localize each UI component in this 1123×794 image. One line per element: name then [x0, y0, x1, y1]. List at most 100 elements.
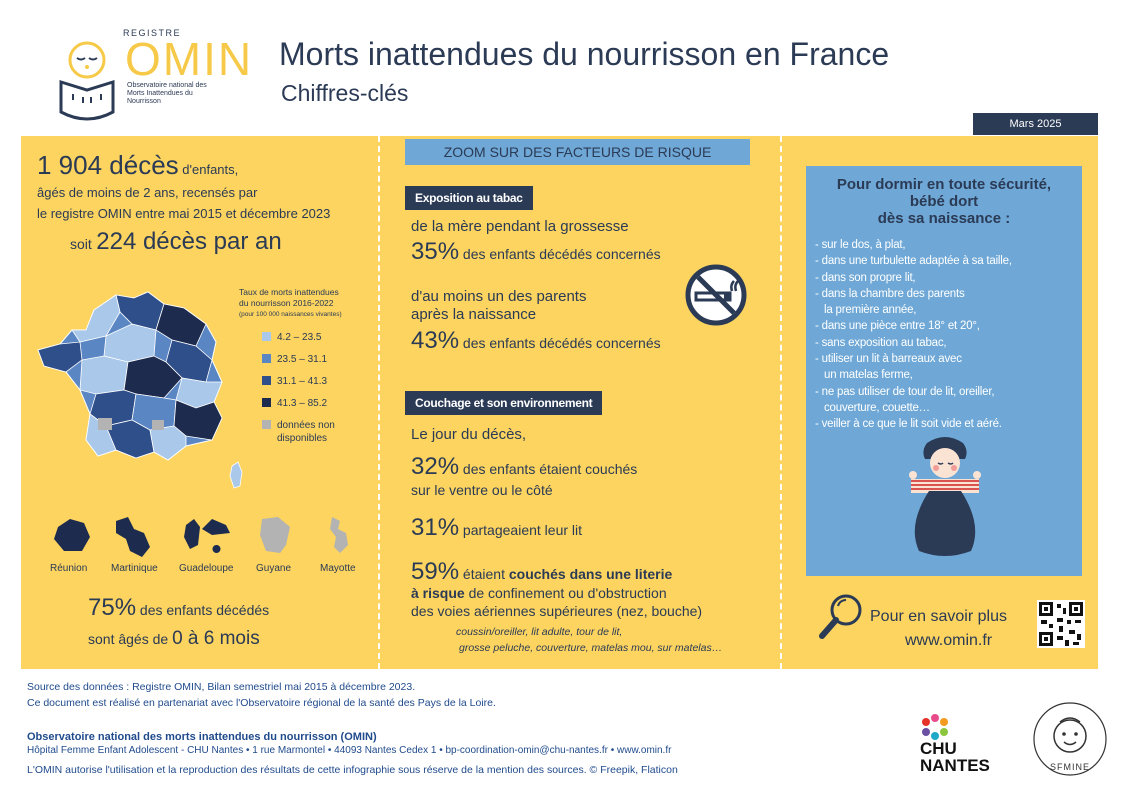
- mayotte-map: [330, 517, 348, 553]
- date-badge: Mars 2025: [973, 113, 1098, 135]
- logo-subtitle: Observatoire national des Morts Inattend…: [127, 82, 207, 105]
- safe-title-line2: bébé dort: [909, 193, 979, 210]
- dom-label-guadeloupe: Guadeloupe: [179, 563, 234, 574]
- tobacco-text2: des enfants décédés concernés: [459, 335, 661, 351]
- list-item: - sans exposition au tabac,: [815, 336, 947, 349]
- legend-swatch: [262, 332, 271, 341]
- list-item: - dans une pièce entre 18° et 20°,: [815, 320, 980, 333]
- legend-item: données non disponibles: [262, 419, 350, 445]
- zoom-title: ZOOM SUR DES FACTEURS DE RISQUE: [405, 139, 750, 165]
- page-title: Morts inattendues du nourrisson en Franc…: [279, 36, 890, 72]
- dom-label-guyane: Guyane: [256, 563, 292, 574]
- sleep-pct3: 59%: [411, 558, 460, 585]
- tobacco-line2b: après la naissance: [411, 306, 537, 323]
- guadeloupe-map: [184, 519, 230, 553]
- legend-title: Taux de morts inattendues du nourrisson …: [239, 287, 342, 320]
- day-text: Le jour du décès,: [411, 426, 527, 443]
- org-name: Observatoire national des morts inattend…: [27, 731, 377, 743]
- no-smoking-icon: [685, 264, 747, 326]
- legend-title-line1: Taux de morts inattendues: [239, 287, 339, 297]
- reunion-map: [54, 519, 90, 551]
- tobacco-text1: des enfants décédés concernés: [459, 246, 661, 262]
- risk-examples: coussin/oreiller, lit adulte, tour de li…: [456, 624, 722, 656]
- per-year: soit 224 décès par an: [70, 228, 282, 256]
- omin-link[interactable]: www.omin.fr: [905, 632, 993, 649]
- guyane-map: [260, 517, 290, 553]
- age-stat-text: des enfants décédés: [136, 602, 270, 618]
- risk-examples-line1: coussin/oreiller, lit adulte, tour de li…: [456, 626, 623, 638]
- risk-examples-line2: grosse peluche, couverture, matelas mou,…: [459, 642, 723, 654]
- age-range-value: 0 à 6 mois: [172, 628, 260, 649]
- legend-swatch: [262, 376, 271, 385]
- sleep-stat2: 31% partageaient leur lit: [411, 514, 582, 542]
- sleep-tag: Couchage et son environnement: [405, 391, 603, 415]
- sleep-text1b: sur le ventre ou le côté: [411, 482, 553, 498]
- soit-label: soit: [70, 236, 92, 252]
- list-item: - sur le dos, à plat,: [815, 239, 906, 251]
- list-item: un matelas ferme,: [824, 369, 913, 382]
- org-address: Hôpital Femme Enfant Adolescent - CHU Na…: [27, 745, 672, 756]
- column-divider: [780, 136, 782, 669]
- age-stat: 75% des enfants décédés: [88, 594, 269, 622]
- tobacco-stat2: 43% des enfants décédés concernés: [411, 327, 661, 355]
- deaths-line3: le registre OMIN entre mai 2015 et décem…: [37, 206, 331, 221]
- age-range: sont âgés de 0 à 6 mois: [88, 628, 260, 650]
- age-stat-value: 75%: [88, 594, 137, 621]
- chu-logo-icon: [922, 714, 948, 740]
- tobacco-stat1: 35% des enfants décédés concernés: [411, 238, 661, 266]
- list-item: - dans la chambre des parents: [815, 287, 965, 300]
- deaths-suffix: d'enfants,: [178, 162, 239, 177]
- safe-title-line1: Pour dormir en toute sécurité,: [836, 176, 1052, 193]
- sleep-stat3: 59% étaient couchés dans une literie: [411, 558, 672, 586]
- safe-sleep-list: - sur le dos, à plat, - dans une turbule…: [815, 237, 1012, 433]
- sleep-text3-line2: à risque de confinement ou d'obstruction: [411, 585, 667, 601]
- list-item: couverture, couette…: [824, 401, 930, 414]
- sleep-stat1: 32% des enfants étaient couchés: [411, 453, 637, 481]
- list-item: - ne pas utiliser de tour de lit, oreill…: [815, 385, 995, 398]
- chu-logo-text1: CHU: [920, 739, 957, 758]
- dom-label-mayotte: Mayotte: [320, 563, 356, 574]
- authorization-text: L'OMIN autorise l'utilisation et la repr…: [27, 764, 678, 776]
- tobacco-line1: de la mère pendant la grossesse: [411, 218, 629, 235]
- tobacco-pct2: 43%: [411, 327, 460, 354]
- sfmine-logo: SFMINE: [1033, 702, 1107, 776]
- deaths-line2: âgés de moins de 2 ans, recensés par: [37, 185, 258, 200]
- legend-title-line3: (pour 100 000 naissances vivantes): [239, 311, 342, 318]
- list-item: - dans une turbulette adaptée à sa taill…: [815, 255, 1012, 268]
- list-item: - veiller à ce que le lit soit vide et a…: [815, 418, 1002, 431]
- martinique-map: [116, 517, 150, 557]
- age-range-prefix: sont âgés de: [88, 631, 173, 647]
- sleep-text3a: étaient: [459, 566, 509, 582]
- deaths-number: 1 904 décès: [37, 150, 179, 180]
- partner-text: Ce document est réalisé en partenariat a…: [27, 697, 496, 709]
- france-map: [37, 291, 243, 489]
- tobacco-line2a: d'au moins un des parents: [411, 288, 587, 305]
- map-legend: 4.2 – 23.5 23.5 – 31.1 31.1 – 41.3 41.3 …: [262, 331, 350, 454]
- baby-sleepsack-icon: [909, 437, 981, 556]
- legend-label: 31.1 – 41.3: [277, 376, 328, 387]
- legend-swatch: [262, 420, 271, 429]
- list-item: la première année,: [824, 304, 917, 317]
- baby-face-icon: [59, 41, 115, 121]
- list-item: - utiliser un lit à barreaux avec: [815, 353, 962, 366]
- omin-logo: REGISTRE OMIN Observatoire national des …: [55, 22, 251, 122]
- dom-label-martinique: Martinique: [111, 563, 158, 574]
- legend-swatch: [262, 398, 271, 407]
- dom-label-reunion: Réunion: [50, 563, 88, 574]
- sleep-text1: des enfants étaient couchés: [459, 461, 638, 477]
- chu-logo-text2: NANTES: [920, 756, 990, 775]
- sfmine-logo-text: SFMINE: [1050, 762, 1090, 772]
- qr-code-icon[interactable]: [1037, 600, 1085, 648]
- legend-item: 41.3 – 85.2: [262, 397, 350, 410]
- safe-title-line3: dès sa naissance :: [877, 210, 1011, 227]
- legend-label: 41.3 – 85.2: [277, 398, 328, 409]
- magnifier-icon: [819, 594, 862, 639]
- logo-registre: REGISTRE: [123, 28, 182, 38]
- legend-item: 23.5 – 31.1: [262, 353, 350, 366]
- more-info-text: Pour en savoir plus: [870, 608, 1007, 625]
- sleep-pct2: 31%: [411, 514, 460, 541]
- deaths-total: 1 904 décès d'enfants,: [37, 150, 238, 181]
- tobacco-tag: Exposition au tabac: [405, 186, 533, 210]
- legend-item: 4.2 – 23.5: [262, 331, 350, 344]
- legend-label: 23.5 – 31.1: [277, 354, 328, 365]
